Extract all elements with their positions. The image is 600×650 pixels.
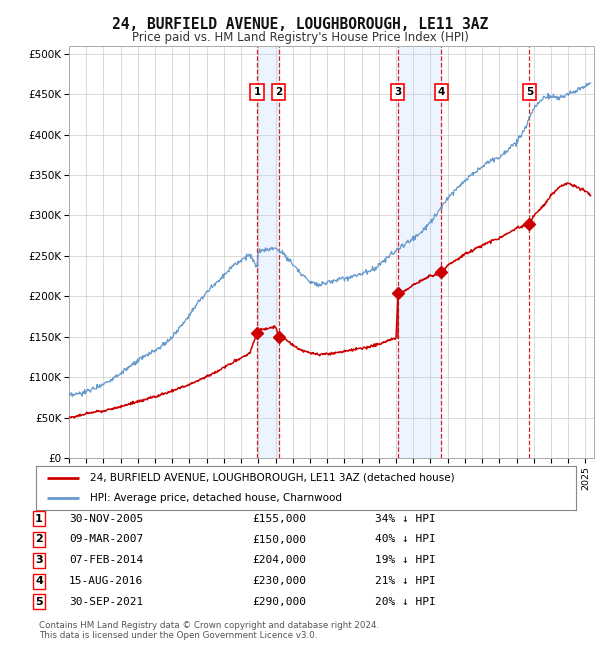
Text: HPI: Average price, detached house, Charnwood: HPI: Average price, detached house, Char… <box>90 493 342 503</box>
Text: £155,000: £155,000 <box>252 514 306 524</box>
Text: 2: 2 <box>275 86 283 97</box>
Text: 30-SEP-2021: 30-SEP-2021 <box>69 597 143 607</box>
Text: 19% ↓ HPI: 19% ↓ HPI <box>375 555 436 566</box>
Text: Price paid vs. HM Land Registry's House Price Index (HPI): Price paid vs. HM Land Registry's House … <box>131 31 469 44</box>
Text: 4: 4 <box>437 86 445 97</box>
Text: £230,000: £230,000 <box>252 576 306 586</box>
Text: 34% ↓ HPI: 34% ↓ HPI <box>375 514 436 524</box>
Text: Contains HM Land Registry data © Crown copyright and database right 2024.: Contains HM Land Registry data © Crown c… <box>39 621 379 630</box>
Text: 1: 1 <box>35 514 43 524</box>
Text: 30-NOV-2005: 30-NOV-2005 <box>69 514 143 524</box>
Bar <box>257 46 279 458</box>
Text: 3: 3 <box>35 555 43 566</box>
Bar <box>398 46 442 458</box>
Text: £204,000: £204,000 <box>252 555 306 566</box>
Text: 07-FEB-2014: 07-FEB-2014 <box>69 555 143 566</box>
Text: 5: 5 <box>35 597 43 607</box>
Text: 5: 5 <box>526 86 533 97</box>
Text: 4: 4 <box>35 576 43 586</box>
Text: 40% ↓ HPI: 40% ↓ HPI <box>375 534 436 545</box>
Text: £150,000: £150,000 <box>252 534 306 545</box>
Text: 21% ↓ HPI: 21% ↓ HPI <box>375 576 436 586</box>
Text: £290,000: £290,000 <box>252 597 306 607</box>
Text: This data is licensed under the Open Government Licence v3.0.: This data is licensed under the Open Gov… <box>39 631 317 640</box>
Text: 09-MAR-2007: 09-MAR-2007 <box>69 534 143 545</box>
Text: 3: 3 <box>394 86 401 97</box>
Text: 20% ↓ HPI: 20% ↓ HPI <box>375 597 436 607</box>
Text: 24, BURFIELD AVENUE, LOUGHBOROUGH, LE11 3AZ: 24, BURFIELD AVENUE, LOUGHBOROUGH, LE11 … <box>112 17 488 32</box>
Text: 1: 1 <box>253 86 260 97</box>
Text: 24, BURFIELD AVENUE, LOUGHBOROUGH, LE11 3AZ (detached house): 24, BURFIELD AVENUE, LOUGHBOROUGH, LE11 … <box>90 473 455 483</box>
Text: 2: 2 <box>35 534 43 545</box>
Text: 15-AUG-2016: 15-AUG-2016 <box>69 576 143 586</box>
